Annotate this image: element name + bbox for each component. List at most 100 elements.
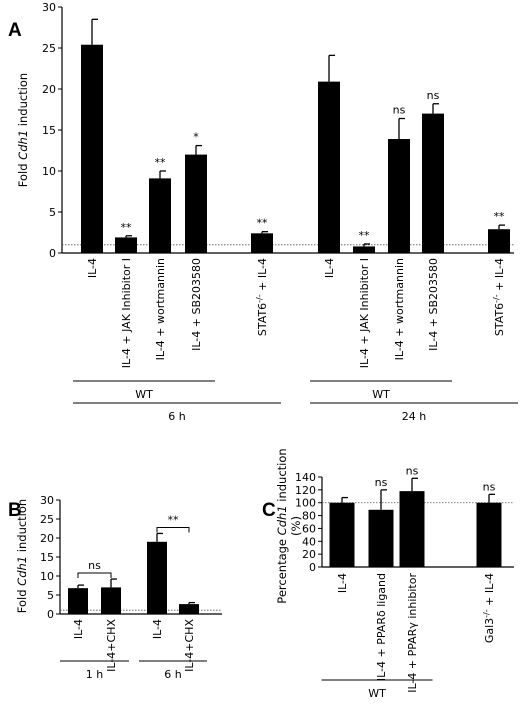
y-axis-label-gene: Cdh1 (16, 130, 30, 160)
category-label: IL-4 + JAK Inhibitor I (120, 258, 133, 368)
y-axis-label-gene: Cdh1 (15, 556, 29, 586)
category-label: IL-4 (323, 258, 336, 278)
comparison-label: ns (88, 559, 101, 572)
y-tick-label: 10 (42, 165, 56, 178)
bar (101, 587, 121, 614)
y-tick-label: 5 (49, 206, 56, 219)
significance-label: ** (257, 217, 269, 230)
bar (353, 246, 375, 253)
category-superscript: -/- (255, 294, 264, 303)
bar (422, 113, 444, 253)
y-tick-label: 10 (40, 570, 54, 583)
y-tick-label: 120 (295, 484, 316, 497)
category-label: Gal3-/- + IL-4 (482, 573, 497, 643)
group-label: 1 h (86, 668, 103, 681)
category-label: IL-4 (151, 619, 164, 639)
significance-label: ** (359, 229, 371, 242)
category-label: IL-4 (72, 619, 85, 639)
panel-letter: B (8, 500, 22, 521)
category-superscript: -/- (482, 609, 491, 618)
category-label: IL-4 + wortmannin (393, 258, 406, 360)
significance-label: ** (121, 221, 133, 234)
bar (185, 154, 207, 253)
significance-label: ns (483, 480, 496, 493)
bar (149, 178, 171, 253)
category-text-rest: + IL-4 (493, 258, 506, 294)
y-tick-label: 40 (302, 535, 316, 548)
y-tick-label: 80 (302, 510, 316, 523)
group-label: WT (372, 388, 390, 401)
bar (488, 229, 510, 253)
significance-label: * (193, 131, 199, 144)
category-label: IL-4 + PPARγ inhibitor (406, 573, 419, 693)
bar (68, 588, 88, 614)
category-label: STAT6-/- + IL-4 (492, 258, 507, 336)
bar (329, 502, 355, 567)
y-tick-label: 0 (47, 608, 54, 621)
significance-label: ** (155, 156, 167, 169)
y-axis-label-gene: Cdh1 (275, 505, 289, 535)
category-label: IL-4 + SB203580 (427, 258, 440, 351)
bar (179, 604, 199, 614)
y-tick-label: 25 (40, 513, 54, 526)
y-tick-label: 20 (40, 532, 54, 545)
significance-label: ns (427, 89, 440, 102)
bar (318, 81, 340, 254)
y-axis-label-prefix: Fold (16, 160, 30, 187)
y-tick-label: 15 (40, 551, 54, 564)
y-tick-label: 30 (40, 494, 54, 507)
y-tick-label: 0 (309, 561, 316, 574)
category-label: IL-4 + wortmannin (154, 258, 167, 360)
significance-label: ns (406, 464, 419, 477)
y-tick-label: 0 (49, 247, 56, 260)
category-label: IL-4 (86, 258, 99, 278)
panel-letter: C (262, 500, 276, 521)
category-label: IL-4+CHX (183, 619, 196, 672)
category-label: IL-4 + PPARδ ligand (375, 573, 388, 681)
bar (476, 502, 502, 567)
group-label: 24 h (402, 410, 426, 423)
y-axis-label-prefix: Percentage (275, 535, 289, 603)
significance-label: ns (393, 104, 406, 117)
y-axis-label-suffix: induction (15, 499, 29, 556)
category-label: STAT6-/- + IL-4 (255, 258, 270, 336)
group-label: WT (368, 687, 386, 700)
group-label: WT (135, 388, 153, 401)
bar (81, 44, 103, 253)
y-axis-label-prefix: Fold (15, 586, 29, 613)
panel-letter: A (8, 20, 22, 41)
category-text: Gal3 (483, 618, 496, 643)
bar (388, 139, 410, 253)
panel-b: B 0 5 10 15 20 25 30 Fold Cdh1 induction IL-4 IL-4… (8, 494, 222, 681)
y-tick-label: 15 (42, 124, 56, 137)
y-axis-label-suffix: induction (16, 73, 30, 130)
comparison-bracket (77, 572, 112, 579)
y-tick-label: 20 (302, 548, 316, 561)
comparison-label: ** (168, 513, 180, 526)
category-label: IL-4+CHX (105, 619, 118, 672)
category-label: IL-4 + SB203580 (190, 258, 203, 351)
comparison-bracket (156, 526, 190, 533)
y-axis-label: Percentage Cdh1 induction (275, 448, 289, 603)
y-tick-label: 30 (42, 1, 56, 14)
panel-a: A 0 5 10 15 20 25 30 Fold Cdh1 induction IL-4 ** IL… (8, 1, 518, 423)
y-axis-label-suffix: induction (275, 448, 289, 505)
y-tick-label: 60 (302, 522, 316, 535)
y-tick-label: 5 (47, 589, 54, 602)
bar (115, 237, 137, 253)
y-axis-label: Fold Cdh1 induction (15, 499, 29, 613)
significance-label: ns (375, 476, 388, 489)
category-text: STAT6 (493, 303, 506, 336)
category-label: IL-4 + JAK Inhibitor I (358, 258, 371, 368)
significance-label: ** (494, 210, 506, 223)
bar (251, 233, 273, 253)
y-axis-label: Fold Cdh1 induction (16, 73, 30, 187)
category-text-rest: + IL-4 (483, 573, 496, 609)
y-tick-label: 20 (42, 83, 56, 96)
y-axis-label-unit: (%) (289, 516, 303, 536)
bar (399, 491, 425, 567)
y-tick-label: 25 (42, 42, 56, 55)
y-tick-label: 100 (295, 497, 316, 510)
